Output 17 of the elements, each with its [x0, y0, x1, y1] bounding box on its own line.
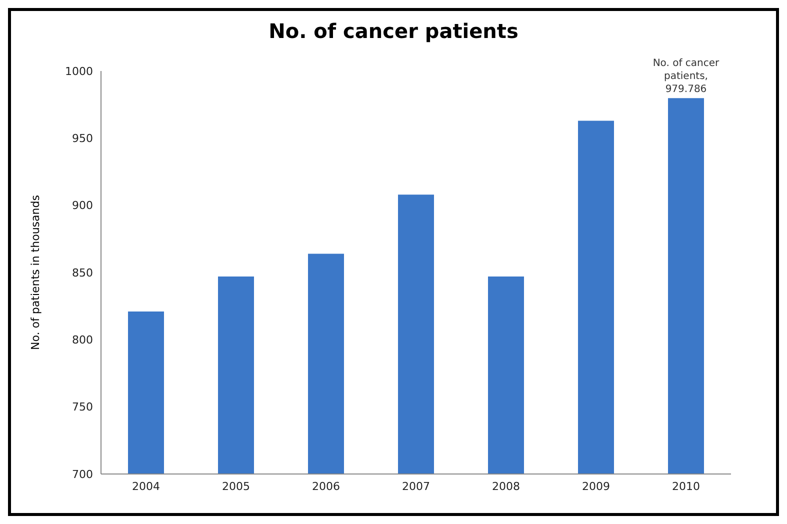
y-axis-title: No. of patients in thousands — [28, 194, 42, 350]
y-tick-label: 800 — [72, 334, 93, 347]
x-tick-label: 2006 — [312, 480, 340, 493]
x-tick-label: 2010 — [672, 480, 700, 493]
x-tick-label: 2004 — [132, 480, 160, 493]
y-tick-label: 700 — [72, 468, 93, 481]
x-tick-label: 2007 — [402, 480, 430, 493]
x-tick-label: 2005 — [222, 480, 250, 493]
annotation: No. of cancer patients, 979.786 — [652, 58, 720, 96]
chart-title: No. of cancer patients — [268, 19, 520, 45]
y-tick-label: 950 — [72, 132, 93, 146]
y-tick-label: 900 — [72, 199, 93, 212]
y-tick-label: 1000 — [65, 64, 93, 78]
x-tick-label: 2008 — [492, 480, 520, 493]
y-tick-label: 750 — [72, 400, 93, 414]
y-tick-label: 850 — [72, 266, 93, 280]
x-tick-label: 2009 — [582, 480, 610, 493]
